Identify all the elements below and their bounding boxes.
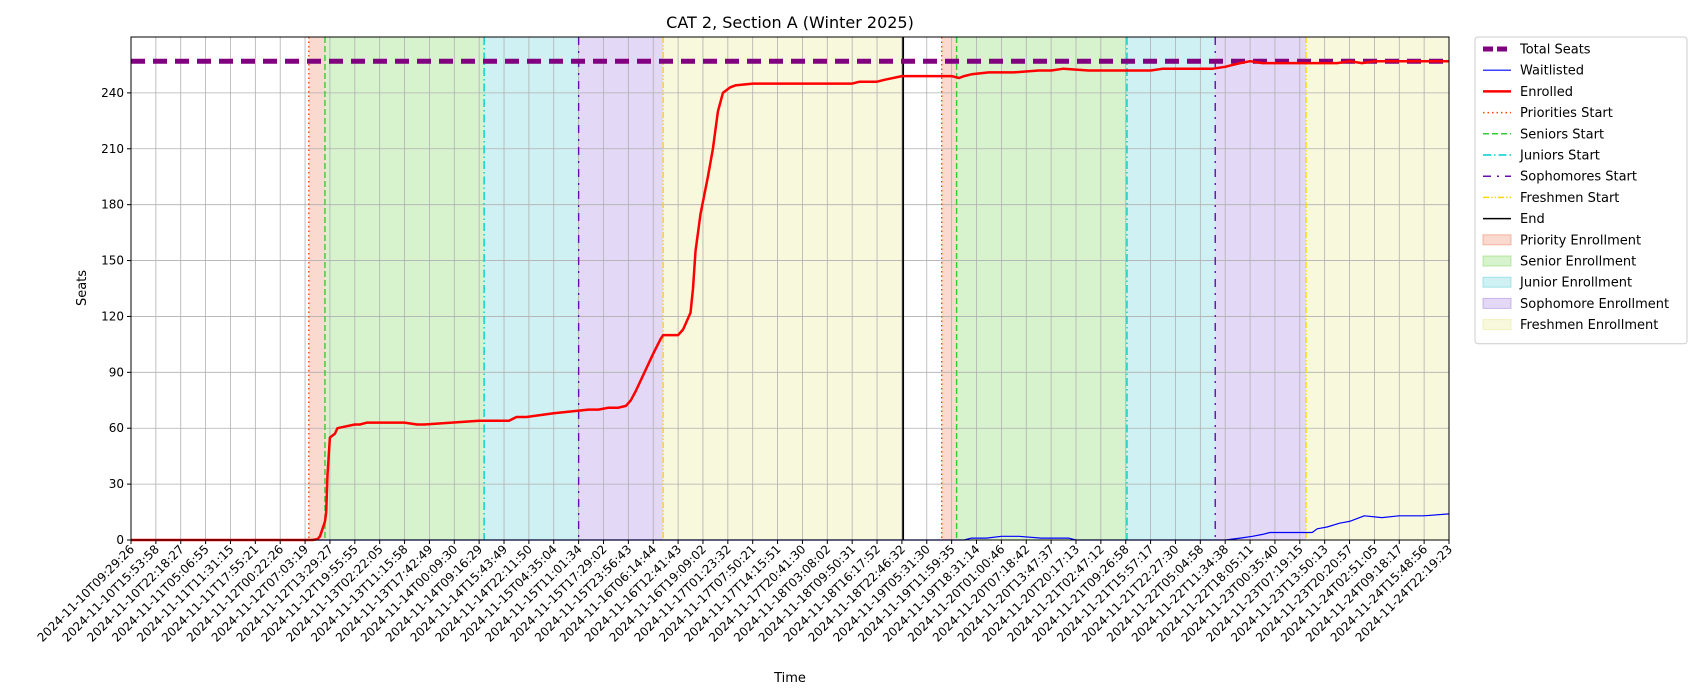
y-tick-label: 30: [109, 477, 124, 491]
y-tick-label: 120: [101, 309, 124, 323]
legend-sophomore-enrollment-swatch: [1482, 297, 1512, 309]
legend-freshmen-enrollment-label: Freshmen Enrollment: [1520, 318, 1658, 333]
legend-priority-enrollment-label: Priority Enrollment: [1520, 233, 1641, 248]
y-tick-label: 180: [101, 198, 124, 212]
legend-enrolled-label: Enrolled: [1520, 85, 1573, 100]
series-lines: [131, 58, 1450, 542]
legend-senior-enrollment-label: Senior Enrollment: [1520, 255, 1636, 270]
legend-priorities-start-label: Priorities Start: [1520, 106, 1613, 121]
legend-junior-enrollment-swatch: [1482, 276, 1512, 288]
legend-senior-enrollment-swatch: [1482, 255, 1512, 267]
span-junior-enrollment: [484, 37, 579, 540]
x-axis-ticks: 2024-11-10T09:29:262024-11-10T15:53:5820…: [35, 540, 1455, 645]
y-tick-label: 0: [116, 533, 124, 547]
series-enrolled: [131, 59, 1449, 542]
legend-end-label: End: [1520, 212, 1545, 227]
legend-priority-enrollment-swatch: [1482, 234, 1512, 246]
legend-total-seats-label: Total Seats: [1519, 43, 1591, 58]
legend-waitlisted-label: Waitlisted: [1520, 64, 1584, 79]
span-priority-enrollment: [308, 37, 325, 540]
y-tick-label: 240: [101, 86, 124, 100]
y-tick-label: 60: [109, 421, 124, 435]
y-axis-label: Seats: [75, 270, 90, 306]
span-freshmen-enrollment: [663, 37, 904, 540]
span-priority-enrollment: [941, 37, 957, 540]
x-axis-label: Time: [773, 671, 806, 686]
plot-frame: [130, 36, 1450, 541]
legend-seniors-start-label: Seniors Start: [1520, 127, 1604, 142]
y-tick-label: 90: [109, 365, 124, 379]
y-tick-label: 210: [101, 142, 124, 156]
legend: Total Seats Waitlisted Enrolled Priorities …: [1474, 36, 1688, 345]
enrollment-spans: [308, 37, 1449, 540]
legend-sophomores-start-label: Sophomores Start: [1520, 170, 1637, 185]
chart-title: CAT 2, Section A (Winter 2025): [666, 13, 914, 32]
legend-sophomore-enrollment-label: Sophomore Enrollment: [1520, 297, 1669, 312]
legend-frame: [1474, 36, 1688, 345]
span-senior-enrollment: [956, 37, 1127, 540]
phase-start-lines: [308, 37, 1307, 540]
span-sophomore-enrollment: [578, 37, 664, 540]
series-waitlisted: [131, 513, 1450, 541]
span-sophomore-enrollment: [1215, 37, 1307, 540]
span-freshmen-enrollment: [1306, 37, 1449, 540]
legend-freshmen-start-label: Freshmen Start: [1520, 191, 1619, 206]
legend-freshmen-enrollment-swatch: [1482, 319, 1512, 331]
legend-junior-enrollment-label: Junior Enrollment: [1519, 276, 1632, 291]
span-junior-enrollment: [1126, 37, 1216, 540]
legend-juniors-start-label: Juniors Start: [1519, 149, 1600, 164]
y-tick-label: 150: [101, 254, 124, 268]
y-axis-ticks: 0 30 60 90 120 150 180 210 240: [101, 86, 131, 547]
